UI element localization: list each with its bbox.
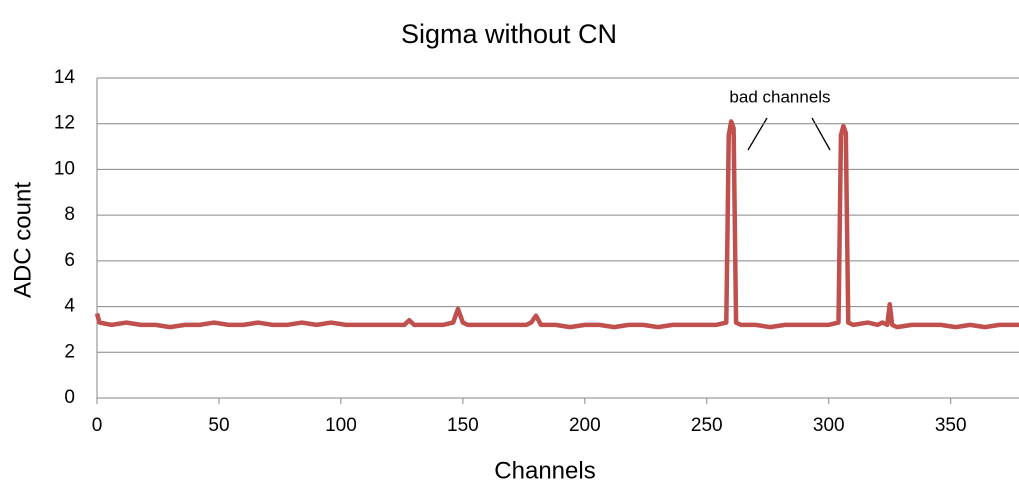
y-tick-label: 2 [64, 341, 75, 362]
x-tick-label: 250 [691, 415, 723, 436]
x-tick-label: 350 [935, 415, 967, 436]
annotation-arrow [811, 117, 831, 151]
y-tick-label: 12 [54, 113, 75, 134]
x-tick-label: 50 [208, 415, 229, 436]
annotation-arrow [747, 117, 768, 151]
y-tick-label: 4 [64, 296, 75, 317]
y-tick-label: 0 [64, 387, 75, 408]
x-tick-label: 100 [325, 415, 357, 436]
chart-title: Sigma without CN [401, 19, 617, 49]
x-axis-label: Channels [494, 457, 595, 484]
x-tick-label: 300 [813, 415, 845, 436]
x-tick-label: 0 [92, 415, 103, 436]
y-tick-label: 14 [54, 67, 76, 88]
y-tick-label: 8 [64, 204, 75, 225]
x-tick-label: 150 [447, 415, 479, 436]
data-line [94, 119, 1019, 330]
x-tick-label: 200 [569, 415, 601, 436]
y-tick-label: 10 [54, 158, 75, 179]
y-axis-label: ADC count [9, 182, 36, 298]
annotation: bad channels [729, 87, 830, 106]
y-tick-label: 6 [64, 250, 75, 271]
